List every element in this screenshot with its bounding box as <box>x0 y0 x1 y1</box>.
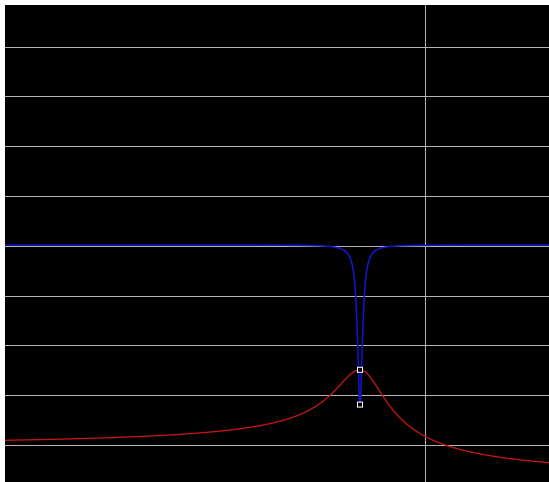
marker-layer <box>357 366 363 408</box>
peak-series-line <box>5 369 549 464</box>
plot-background <box>5 5 549 482</box>
series-layer <box>5 244 549 464</box>
frequency-response-plot[interactable] <box>5 5 549 482</box>
plot-area[interactable] <box>5 5 549 482</box>
grid <box>5 5 549 482</box>
curve-crossing-marker[interactable] <box>357 366 363 373</box>
notch-bottom-marker[interactable] <box>357 401 363 408</box>
notch-series-line <box>5 244 549 405</box>
